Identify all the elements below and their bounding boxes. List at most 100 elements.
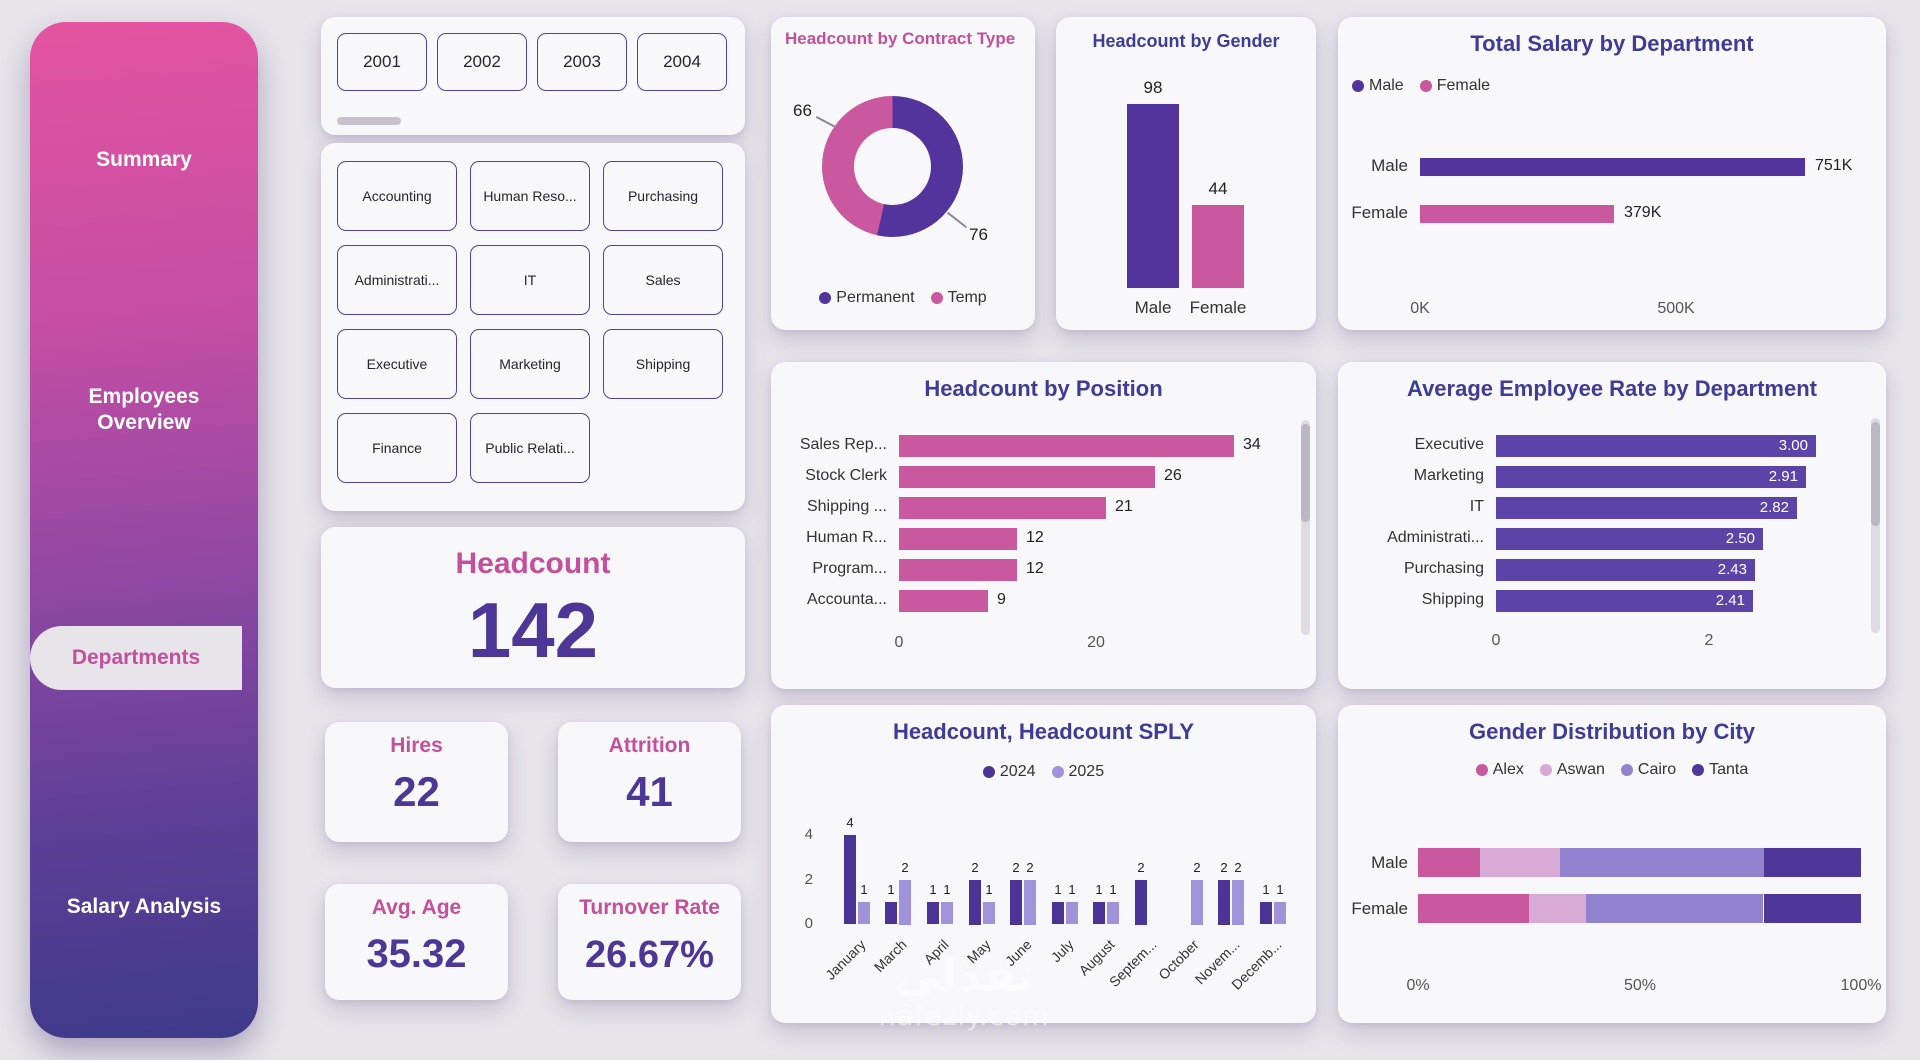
position-bar-stock-clerk[interactable] — [899, 466, 1155, 488]
sply-bar-2025-october[interactable] — [1191, 880, 1203, 925]
year-button-2002[interactable]: 2002 — [437, 33, 527, 91]
axis-tick: 2 — [804, 871, 813, 888]
sidebar-item-employees-overview[interactable]: Employees Overview — [88, 384, 200, 434]
avg-age-title: Avg. Age — [371, 896, 462, 919]
department-button-administrati[interactable]: Administrati... — [337, 245, 457, 315]
position-bar-accounta[interactable] — [899, 590, 988, 612]
sply-bar-2025-january[interactable] — [858, 902, 870, 924]
sply-bar-2024-june[interactable] — [1010, 880, 1022, 925]
rate-bar-administrati[interactable] — [1496, 528, 1763, 550]
legend-label: Male — [1369, 77, 1404, 94]
value-label: 2.82 — [1759, 499, 1789, 516]
gender-bar-male[interactable] — [1127, 104, 1179, 288]
city-segment-tanta-female[interactable] — [1764, 894, 1861, 923]
year-button-2003[interactable]: 2003 — [537, 33, 627, 91]
value-label: 2 — [1193, 860, 1201, 875]
department-button-purchasing[interactable]: Purchasing — [603, 161, 723, 231]
rate-bar-marketing[interactable] — [1496, 466, 1806, 488]
2024-legend-dot — [982, 766, 995, 778]
sply-bar-2024-septem[interactable] — [1135, 880, 1147, 925]
gender-bar-female[interactable] — [1192, 205, 1244, 288]
sidebar-item-salary-analysis[interactable]: Salary Analysis — [66, 894, 222, 918]
rate-bar-executive[interactable] — [1496, 435, 1816, 457]
value-label: 2.43 — [1717, 561, 1747, 578]
contract-legend-temp: Temp — [930, 289, 987, 307]
department-button-public-relati[interactable]: Public Relati... — [470, 413, 590, 483]
sply-bar-2025-decemb[interactable] — [1274, 902, 1286, 924]
sply-bar-2024-july[interactable] — [1052, 902, 1064, 924]
sply-bar-2025-april[interactable] — [941, 902, 953, 924]
position-bar-program[interactable] — [899, 559, 1017, 581]
department-button-marketing[interactable]: Marketing — [470, 329, 590, 399]
rate-bar-it[interactable] — [1496, 497, 1797, 519]
value-label: 1 — [1068, 882, 1076, 897]
category-label: Shipping — [1421, 591, 1484, 608]
gender-by-city-chart-card: Gender Distribution by City Alex Aswan Cai… — [1338, 705, 1886, 1023]
legend-label: Aswan — [1556, 761, 1605, 778]
sidebar-item-departments[interactable]: Departments — [30, 626, 242, 690]
salary-bar-male[interactable] — [1420, 158, 1805, 176]
rate-bar-shipping[interactable] — [1496, 590, 1753, 612]
city-segment-cairo-male[interactable] — [1560, 848, 1764, 877]
vertical-scrollbar-thumb[interactable] — [1301, 424, 1310, 522]
city-segment-alex-male[interactable] — [1418, 848, 1480, 877]
salary-bar-female[interactable] — [1420, 205, 1614, 223]
axis-tick: 20 — [1087, 634, 1105, 651]
department-button-human-reso[interactable]: Human Reso... — [470, 161, 590, 231]
category-label: Purchasing — [1403, 560, 1484, 577]
attrition-kpi-card: Attrition 41 — [558, 722, 741, 842]
year-scrollbar[interactable] — [337, 117, 401, 125]
headcount-value: 142 — [467, 586, 599, 674]
sidebar-item-summary[interactable]: Summary — [96, 147, 192, 171]
female-legend-dot — [1419, 80, 1432, 92]
chart-title: Gender Distribution by City — [1468, 719, 1756, 744]
position-bar-human-r[interactable] — [899, 528, 1017, 550]
sply-bar-2025-may[interactable] — [983, 902, 995, 924]
sply-bar-2024-novem[interactable] — [1218, 880, 1230, 925]
city-segment-cairo-female[interactable] — [1586, 894, 1763, 923]
rate-bar-purchasing[interactable] — [1496, 559, 1755, 581]
turnover-value: 26.67% — [585, 934, 714, 976]
department-button-it[interactable]: IT — [470, 245, 590, 315]
sply-bar-2024-may[interactable] — [969, 880, 981, 925]
sply-bar-2025-march[interactable] — [899, 880, 911, 925]
position-bar-shipping[interactable] — [899, 497, 1106, 519]
city-segment-tanta-male[interactable] — [1764, 848, 1861, 877]
sply-bar-2024-august[interactable] — [1093, 902, 1105, 924]
year-button-2001[interactable]: 2001 — [337, 33, 427, 91]
sply-bar-2024-january[interactable] — [844, 835, 856, 924]
vertical-scrollbar-track[interactable] — [1301, 420, 1310, 635]
axis-tick: 0 — [894, 634, 904, 651]
sply-bar-2024-april[interactable] — [927, 902, 939, 924]
city-segment-alex-female[interactable] — [1418, 894, 1529, 923]
department-filter-card: Accounting Human Reso... Purchasing Adminis… — [321, 143, 745, 511]
sply-bar-2024-march[interactable] — [885, 902, 897, 924]
attrition-value: 41 — [626, 768, 673, 815]
salary-legend: Male Female — [1352, 77, 1490, 95]
sply-bar-2025-july[interactable] — [1066, 902, 1078, 924]
sply-bar-2025-novem[interactable] — [1232, 880, 1244, 925]
value-label: 1 — [1095, 882, 1103, 897]
gender-chart-card: Headcount by Gender 98 Male 44 Female — [1056, 17, 1316, 330]
city-legend-aswan: Aswan — [1539, 761, 1605, 779]
city-segment-aswan-male[interactable] — [1480, 848, 1560, 877]
chart-title: Average Employee Rate by Department — [1407, 376, 1817, 401]
department-button-sales[interactable]: Sales — [603, 245, 723, 315]
sply-bar-2025-august[interactable] — [1107, 902, 1119, 924]
sidebar: Summary Employees Overview Departments Sala… — [30, 22, 258, 1038]
vertical-scrollbar-thumb[interactable] — [1871, 422, 1880, 526]
aswan-legend-dot — [1539, 764, 1552, 776]
hires-kpi-card: Hires 22 — [325, 722, 508, 842]
department-button-accounting[interactable]: Accounting — [337, 161, 457, 231]
sply-bar-2025-june[interactable] — [1024, 880, 1036, 925]
position-bar-sales-rep[interactable] — [899, 435, 1234, 457]
year-button-2004[interactable]: 2004 — [637, 33, 727, 91]
department-button-shipping[interactable]: Shipping — [603, 329, 723, 399]
chart-title: Headcount by Contract Type — [785, 29, 1016, 48]
city-segment-aswan-female[interactable] — [1529, 894, 1587, 923]
salary-legend-female: Female — [1419, 77, 1490, 95]
department-button-executive[interactable]: Executive — [337, 329, 457, 399]
contract-type-legend: Permanent Temp — [771, 289, 1035, 307]
department-button-finance[interactable]: Finance — [337, 413, 457, 483]
sply-bar-2024-decemb[interactable] — [1260, 902, 1272, 924]
